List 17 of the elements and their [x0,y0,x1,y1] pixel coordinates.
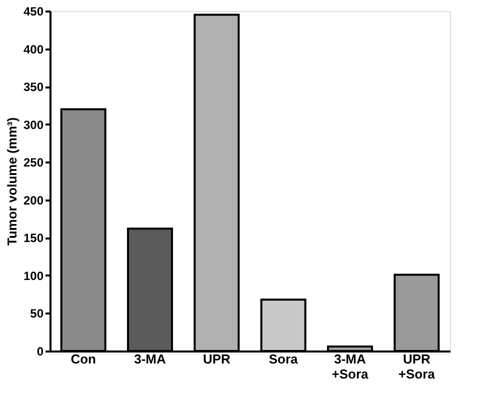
y-tick-label: 150 [23,231,44,246]
y-tick-label: 0 [36,344,44,358]
y-tick-label: 350 [23,80,44,94]
x-tick-label: Sora [268,352,299,366]
y-axis-title: Tumor volume (mm³) [4,117,20,246]
y-tick-label: 250 [23,156,44,170]
y-tick-label: 300 [23,118,44,132]
x-tick-label: UPR +Sora [398,352,436,382]
y-tick-label: 400 [23,42,44,56]
y-tick-label: 100 [23,268,44,283]
x-tick-label: UPR [202,352,231,366]
x-tick-label: Con [70,352,96,366]
x-tick-label: 3-MA [134,352,166,366]
y-tick-label: 200 [23,193,44,208]
x-tick-label: 3-MA +Sora [332,352,370,382]
y-tick-label: 50 [30,306,44,321]
y-tick-label: 450 [23,4,44,18]
